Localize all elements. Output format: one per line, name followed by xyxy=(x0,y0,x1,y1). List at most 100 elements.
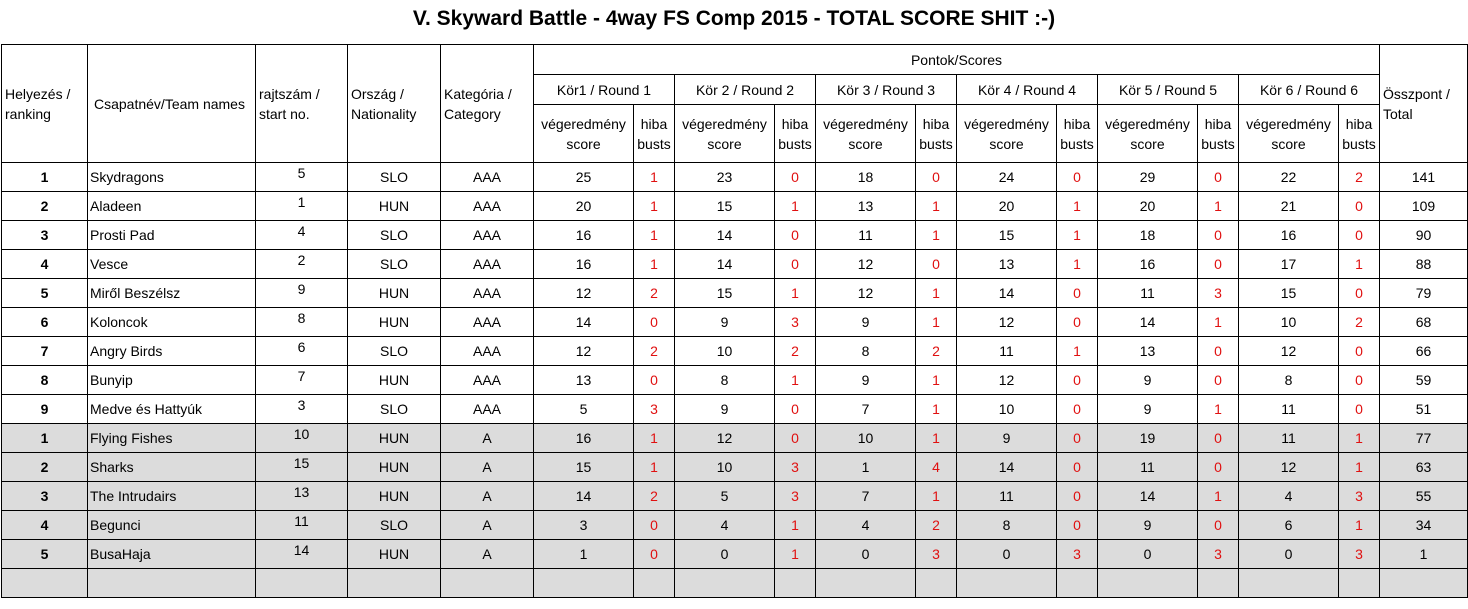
nationality-cell: HUN xyxy=(347,307,441,337)
busts-cell: 0 xyxy=(1056,278,1098,308)
header-scores: Pontok/Scores xyxy=(533,44,1380,75)
score-cell: 14 xyxy=(533,307,634,337)
category-cell: AAA xyxy=(440,220,534,250)
round-header-4: Kör 4 / Round 4 xyxy=(956,74,1098,105)
rank-cell: 6 xyxy=(1,307,88,337)
score-cell: 10 xyxy=(815,423,916,453)
category-cell: AAA xyxy=(440,307,534,337)
busts-cell: 4 xyxy=(915,452,957,482)
start-no-cell: 5 xyxy=(255,162,348,192)
score-cell: 21 xyxy=(1238,191,1339,221)
busts-cell: 1 xyxy=(774,539,816,569)
category-cell: A xyxy=(440,452,534,482)
category-cell: AAA xyxy=(440,191,534,221)
busts-cell: 0 xyxy=(1197,220,1239,250)
busts-cell: 0 xyxy=(774,220,816,250)
score-cell: 14 xyxy=(674,220,775,250)
busts-cell: 0 xyxy=(1056,394,1098,424)
team-name-cell: Medve és Hattyúk xyxy=(87,394,256,424)
total-cell: 63 xyxy=(1379,452,1468,482)
busts-cell: 0 xyxy=(633,539,675,569)
score-cell: 9 xyxy=(1097,394,1198,424)
score-cell: 1 xyxy=(815,452,916,482)
busts-cell: 3 xyxy=(1056,539,1098,569)
start-no-cell: 2 xyxy=(255,249,348,279)
empty-cell xyxy=(815,568,916,598)
score-cell: 5 xyxy=(674,481,775,511)
category-cell: A xyxy=(440,423,534,453)
score-cell: 3 xyxy=(533,510,634,540)
busts-cell: 3 xyxy=(1197,539,1239,569)
score-cell: 11 xyxy=(1097,278,1198,308)
score-cell: 13 xyxy=(533,365,634,395)
busts-cell: 3 xyxy=(774,481,816,511)
busts-cell: 0 xyxy=(1056,423,1098,453)
header-start-no: rajtszám / start no. xyxy=(255,44,348,163)
table-row: 4 Begunci 11 SLO A 3 0 4 1 4 2 8 0 9 0 6 1 34 xyxy=(1,510,1468,540)
busts-cell: 1 xyxy=(915,278,957,308)
rank-cell: 8 xyxy=(1,365,88,395)
busts-cell: 1 xyxy=(1197,307,1239,337)
empty-cell xyxy=(956,568,1057,598)
busts-cell: 1 xyxy=(633,162,675,192)
score-cell: 1 xyxy=(533,539,634,569)
busts-cell: 2 xyxy=(1338,307,1380,337)
score-cell: 20 xyxy=(533,191,634,221)
category-cell: A xyxy=(440,510,534,540)
team-name-cell: Koloncok xyxy=(87,307,256,337)
score-cell: 9 xyxy=(674,307,775,337)
total-cell: 55 xyxy=(1379,481,1468,511)
score-subheader: végeredmény score xyxy=(1238,104,1339,163)
nationality-cell: HUN xyxy=(347,191,441,221)
score-cell: 9 xyxy=(815,365,916,395)
busts-cell: 0 xyxy=(1338,220,1380,250)
start-no-cell: 6 xyxy=(255,336,348,366)
team-name-cell: Sharks xyxy=(87,452,256,482)
rank-cell: 2 xyxy=(1,452,88,482)
score-cell: 19 xyxy=(1097,423,1198,453)
table-row: 6 Koloncok 8 HUN AAA 14 0 9 3 9 1 12 0 14 1 10 2 68 xyxy=(1,307,1468,337)
score-cell: 9 xyxy=(815,307,916,337)
busts-cell: 0 xyxy=(1338,278,1380,308)
score-cell: 0 xyxy=(1238,539,1339,569)
score-cell: 11 xyxy=(1238,394,1339,424)
score-cell: 11 xyxy=(815,220,916,250)
busts-subheader: hiba busts xyxy=(774,104,816,163)
busts-cell: 1 xyxy=(1056,220,1098,250)
nationality-cell: SLO xyxy=(347,510,441,540)
team-name-cell: Begunci xyxy=(87,510,256,540)
start-no-cell: 9 xyxy=(255,278,348,308)
score-cell: 11 xyxy=(1097,452,1198,482)
round-header-5: Kör 5 / Round 5 xyxy=(1097,74,1239,105)
score-cell: 0 xyxy=(674,539,775,569)
score-cell: 4 xyxy=(815,510,916,540)
nationality-cell: SLO xyxy=(347,249,441,279)
nationality-cell: HUN xyxy=(347,539,441,569)
score-subheader: végeredmény score xyxy=(1097,104,1198,163)
score-cell: 6 xyxy=(1238,510,1339,540)
empty-cell xyxy=(1238,568,1339,598)
empty-cell xyxy=(87,568,256,598)
busts-cell: 1 xyxy=(774,191,816,221)
busts-cell: 1 xyxy=(915,423,957,453)
score-cell: 16 xyxy=(1238,220,1339,250)
team-name-cell: Miről Beszélsz xyxy=(87,278,256,308)
rank-cell: 5 xyxy=(1,539,88,569)
rank-cell: 4 xyxy=(1,249,88,279)
busts-cell: 1 xyxy=(915,191,957,221)
nationality-cell: HUN xyxy=(347,452,441,482)
busts-cell: 0 xyxy=(1338,191,1380,221)
header-category: Kategória / Category xyxy=(440,44,534,163)
score-cell: 11 xyxy=(1238,423,1339,453)
score-cell: 14 xyxy=(1097,307,1198,337)
category-cell: A xyxy=(440,481,534,511)
busts-cell: 0 xyxy=(1056,365,1098,395)
busts-cell: 0 xyxy=(1056,307,1098,337)
score-cell: 18 xyxy=(1097,220,1198,250)
busts-cell: 1 xyxy=(915,365,957,395)
score-subheader: végeredmény score xyxy=(815,104,916,163)
score-cell: 7 xyxy=(815,394,916,424)
empty-cell xyxy=(633,568,675,598)
busts-cell: 0 xyxy=(774,162,816,192)
empty-cell xyxy=(440,568,534,598)
